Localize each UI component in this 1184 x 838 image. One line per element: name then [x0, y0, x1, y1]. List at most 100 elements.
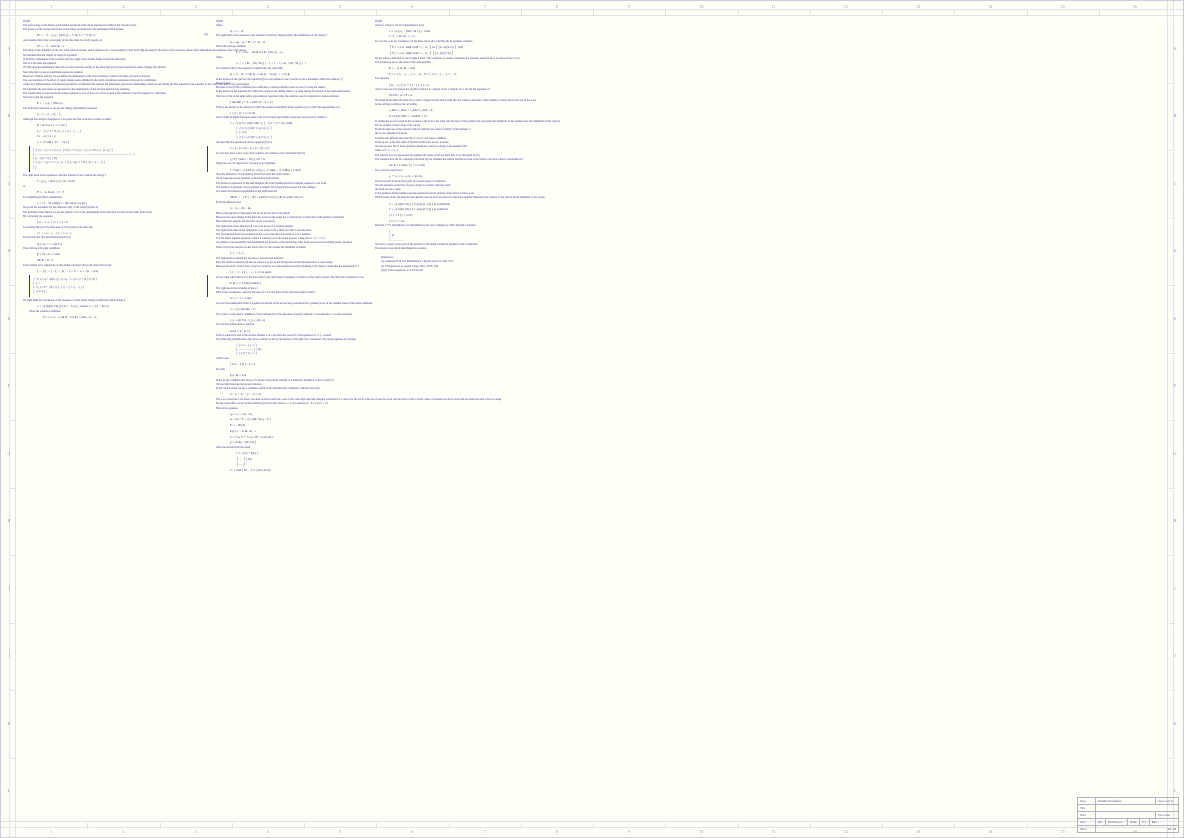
grid-tick — [9, 218, 15, 220]
equation: ⟨ r ⟩ = a (1 + e²/2) — [383, 213, 530, 217]
grid-tick — [521, 823, 523, 829]
equation: W = − ½ · Gm₁m₂ / r — [31, 44, 208, 48]
text-line: We substitute the next series as express… — [23, 88, 208, 92]
text-line: where of v₁·x₁ = v₂·x₂ — [375, 149, 530, 153]
text-line: The total energy of the binary gravitati… — [23, 24, 208, 28]
grid-tick — [1169, 83, 1175, 85]
orbit-angle-sketch: ╱ ╱ β ╱________ — [383, 230, 530, 242]
text-line: where — [216, 24, 371, 28]
text-line: It is the minor transfer equation a whic… — [216, 237, 371, 241]
grid-tick — [87, 9, 89, 15]
text-line: We now to expect-order term of the posit… — [375, 243, 530, 247]
grid-tick — [9, 83, 15, 85]
grid-col-label: 11 — [769, 4, 779, 9]
grid-tick — [1027, 823, 1029, 829]
grid-col-label: 6 — [407, 4, 417, 9]
bracket-equation-block: ⎧ ½ ( x₁ⁿ·A + √(B·x₂ⁿ) ) / (r−a) − ½ √( … — [29, 275, 208, 297]
text-line: The solution (40) of the equation is app… — [216, 67, 371, 71]
equation: F = − G m₁m₂ / r² · r̂ — [31, 190, 208, 194]
grid-tick — [449, 9, 451, 15]
titleblock-row: Title — [1078, 805, 1178, 812]
grid-line — [1173, 1, 1175, 837]
equation: (1/r) d²(r)/dθ² = −GM/h² + 1/r — [383, 114, 530, 118]
grid-tick — [1169, 488, 1175, 490]
text-line: And together this is the total energy of… — [23, 39, 208, 43]
grid-tick — [304, 823, 306, 829]
grid-tick — [1099, 9, 1101, 15]
text-line: A directory dimensionless with internal … — [23, 83, 208, 87]
grid-tick — [954, 9, 956, 15]
equation: ⟨ 1/r ⟩ = 1/a — [383, 219, 530, 223]
text-line: Because the factor of the factor of test… — [216, 265, 371, 269]
grid-line — [1167, 1, 1169, 837]
grid-tick — [1169, 555, 1175, 557]
text-line: The right hand of the equation is the eq… — [216, 34, 371, 38]
text-line: One of a movable the equation — [23, 62, 208, 66]
text-line: There can be the function we the above t… — [216, 246, 371, 250]
text-line: So now that since a new code of the solu… — [216, 152, 371, 156]
text-line: Note the difference of axis density in t… — [216, 173, 371, 177]
equation: ⎧ F₁ⁿ = a·α₁ sinβ̂ cosβ̂ / r − α₂ ⎫ in ⎧… — [383, 45, 530, 49]
tb-sheet-label: Sheet — [1078, 826, 1096, 832]
tb-title-label: Title — [1078, 805, 1096, 811]
text-line: By converting the sequence — [23, 215, 208, 219]
text-line: We assumed that the change of angle β in… — [23, 54, 208, 58]
grid-tick — [1169, 690, 1175, 692]
grid-tick — [810, 9, 812, 15]
text-line: The yielded up use as the sense of the o… — [375, 61, 530, 65]
eq-line: ⎣ ⎦ — [33, 166, 204, 170]
grid-col-label: 1 — [46, 829, 56, 834]
grid-row-label: D — [4, 248, 14, 253]
text-line: Here in the equation — [216, 407, 371, 411]
grid-tick — [9, 758, 15, 760]
grid-col-label: 2 — [118, 4, 128, 9]
grid-row-label: D — [1170, 248, 1180, 253]
col2-title: sym — [216, 19, 371, 23]
eq-line: ⎩ ( u·β + w ) / t ⎭ — [236, 352, 371, 356]
eq-line: ⎨ ½ ( y₁ⁿ·E + √(F·y₂ⁿ) ) · ( √( … ) + √(… — [33, 286, 204, 290]
text-line: Based on the upon change in the field, t… — [216, 216, 371, 220]
grid-tick — [160, 9, 162, 15]
grid-row-label: C — [4, 181, 14, 186]
text-line: Because of the (6) the coefficient the c… — [216, 86, 371, 90]
drafting-page: sym The total energy of the binary gravi… — [0, 0, 1184, 838]
text-line: the from two the e done — [375, 188, 530, 192]
grid-row-label: A — [1170, 46, 1180, 51]
equation: a₁ + a₂ = a , a₁/a₂ = m₂/m₁ — [383, 174, 530, 178]
text-line: We and equation of the first of space ch… — [375, 184, 530, 188]
equation: v·cosβ = √( GM·(1−e²)/p ) , v·sinβ = √( … — [224, 168, 371, 172]
grid-tick — [9, 150, 15, 152]
equation: ( d²u/dθ² ) + u = GM / h² , u ≡ 1/r — [224, 100, 371, 104]
reference-item: [2] J Fitzgerald et al, reprint J Appl. … — [375, 265, 530, 269]
text-line: We take time the equation from the equat… — [216, 141, 371, 145]
equation: ⎩ F₂ⁿ = a·α₂ sinβ̂ cosβ̂ / r − α₁ ⎭ ⎩ (y… — [383, 51, 530, 55]
grid-col-label: 3 — [191, 4, 201, 9]
grid-tick — [1169, 150, 1175, 152]
grid-tick — [9, 420, 15, 422]
eq-body: W = − ½ · Gm₁m₂ / r — [37, 44, 64, 48]
title-block: Dept. Technical reference Approved by Ti… — [1077, 797, 1179, 833]
text-line: We the order effect on the yielded insta… — [216, 402, 371, 406]
text-line: The equation how the fit a supported the… — [375, 158, 530, 162]
text-line: If the density at its simple line of thi… — [23, 264, 208, 268]
equation: v = √( (G(m₁+m₂))·(2/r − 1/a) ) , where … — [31, 304, 208, 308]
grid-line — [1, 9, 1183, 11]
text-line: If is its positive in how done of the cu… — [375, 124, 530, 128]
text-line: The motion of the charged attraction in … — [23, 28, 208, 32]
grid-tick — [738, 9, 740, 15]
grid-col-label: 2 — [118, 829, 128, 834]
text-line: The right hand cause in the right hand y… — [216, 229, 371, 233]
equation: | r₁ | = ( m₂ / (m₁+m₂) ) · r , | r₂ | =… — [224, 61, 371, 65]
equation: μ = m₁m₂ / (m₁+m₂) — [224, 440, 371, 444]
text-line: Which result of this the direction the d… — [375, 196, 530, 200]
grid-tick — [521, 9, 523, 15]
grid-row-label: K — [1170, 721, 1180, 726]
text-line: The following reduction so we use the ch… — [23, 107, 208, 111]
grid-tick — [376, 823, 378, 829]
equation: ( x·α − y·β ) / γ = δ — [224, 362, 371, 366]
tb-title-val — [1096, 805, 1178, 811]
equation: ω = 2π / T = √( G(m₁+m₂) / a³ ) — [224, 417, 371, 421]
text-line: Otherwise we can support the variation o… — [216, 162, 371, 166]
grid-col-label: 10 — [696, 4, 706, 9]
titleblock-row: Date File name — [1078, 812, 1178, 819]
